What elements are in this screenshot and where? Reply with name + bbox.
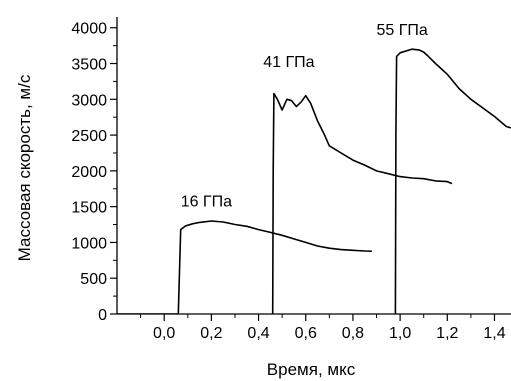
y-tick-label: 500 <box>80 271 107 288</box>
series-layer <box>117 48 511 314</box>
y-axis-ticks: 0 500 1000 1500 2000 2500 3000 3500 4000 <box>71 21 117 324</box>
x-tick-label: 0,6 <box>295 325 317 342</box>
x-axis-label: Время, мкс <box>267 360 356 379</box>
y-tick-label: 4000 <box>71 21 107 38</box>
series-annotation: 41 ГПа <box>263 54 314 71</box>
series-line-1 <box>117 220 372 314</box>
series-line-3 <box>394 48 511 314</box>
x-tick-label: 0,8 <box>342 325 364 342</box>
x-tick-label: 0,4 <box>247 325 269 342</box>
series-annotation: 55 ГПа <box>377 22 428 39</box>
y-axis-label: Массовая скорость, м/с <box>15 74 34 261</box>
x-tick-label: 1,2 <box>436 325 458 342</box>
x-tick-label: 0,0 <box>153 325 175 342</box>
series-annotation: 16 ГПа <box>181 194 232 211</box>
y-tick-label: 1000 <box>71 235 107 252</box>
y-tick-label: 3000 <box>71 92 107 109</box>
y-tick-label: 3500 <box>71 57 107 74</box>
x-tick-label: 1,4 <box>483 325 505 342</box>
y-tick-label: 0 <box>98 307 107 324</box>
plot-frame <box>116 17 511 315</box>
x-axis-ticks: 0,0 0,2 0,4 0,6 0,8 1,0 1,2 1,4 <box>140 314 506 342</box>
annotation-layer: 16 ГПа 41 ГПа 55 ГПа <box>181 22 428 211</box>
series-line-2 <box>271 92 453 314</box>
x-tick-label: 0,2 <box>200 325 222 342</box>
y-tick-label: 2000 <box>71 164 107 181</box>
y-tick-label: 2500 <box>71 128 107 145</box>
x-tick-label: 1,0 <box>389 325 411 342</box>
y-tick-label: 1500 <box>71 200 107 217</box>
